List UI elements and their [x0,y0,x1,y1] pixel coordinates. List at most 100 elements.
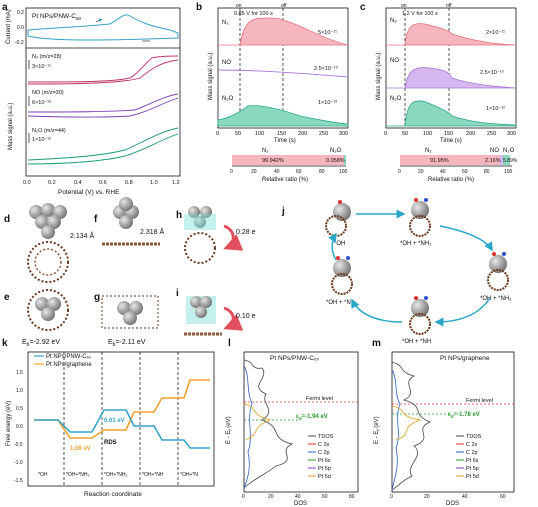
c-xtick: 0 [384,131,387,137]
b-ratio-tick: 40 [274,169,280,175]
panel-f: f 2.318 Å [94,197,164,246]
k-ytick: 1.5 [16,370,23,376]
c-gas-no: NO [390,58,399,64]
c-ratio-tick: 100 [504,169,513,175]
b-ylabel: Mass signal (a.u.) [208,53,214,100]
c-scale-n2o: 1×10⁻¹² [486,106,505,112]
b-ratio-tick: 20 [251,169,257,175]
a-trace-no-scale: 6×10⁻¹² [32,100,51,106]
b-xtick: 300 [339,131,348,137]
b-ratio-tick: 100 [339,169,348,175]
l-xtick: 0 [242,494,245,500]
b-gas-no: NO [222,60,231,66]
panel-c-label: c [360,2,366,13]
k-ytick: -1.0 [14,460,23,466]
m-dband-label: εd=-1.78 eV [448,412,480,419]
c-xticks: 0 50 100 150 200 250 300 [384,131,516,137]
k-step: *OH+*NH [142,472,164,478]
panel-b: b on off 0.85 V for 100 s N₂ 5×10⁻¹¹ NO … [196,2,349,183]
b-xlabel: Time (s) [274,138,296,144]
l-xlabel: DOS [294,501,307,507]
c-gas-n2: N₂ [390,18,397,24]
pt-cluster [35,297,61,321]
c-ylabel: Mass signal (a.u.) [376,53,382,100]
a-ytick-3: -0.2 [15,40,24,46]
f-distance: 2.318 Å [140,227,164,236]
l-pt5d [243,403,272,441]
b-n2o-area [217,105,349,127]
m-legend-item: TDOS [466,434,482,440]
c-ratio-label-n2: N₂ [425,148,432,154]
c-ratio-value-n2o: 5.89% [503,158,518,164]
b-gas-n2: N₂ [222,20,229,26]
l-xtick: 60 [322,494,328,500]
panel-g-label: g [94,292,100,303]
c-ratio-tick: 0 [398,169,401,175]
k-step: *OH+*NH₃ [66,472,90,478]
a-ylabel-bottom: Mass signal (a.u.) [8,103,14,150]
panel-l-frame [243,351,359,493]
m-xtick: 20 [424,494,430,500]
state-label: *OH [334,241,345,247]
a-ytick-2: 0.0 [17,25,24,31]
pt-cluster [190,296,212,318]
b-xtick: 250 [319,131,328,137]
b-scale-n2o: 1×10⁻¹³ [318,100,337,106]
k-ytick: 0.0 [16,424,23,430]
b-ratio-label-n2: N₂ [262,148,269,154]
k-graphene-line [34,379,210,439]
panel-i-label: i [176,288,179,299]
c-off-label: off [446,3,452,9]
m-pt5d [391,405,422,441]
panel-j: j *OH *OH + *NH₂ *OH + *NH₂ *OH + *NH *O… [281,198,512,345]
c60-cage [27,289,69,331]
k-ytick: 1.0 [16,388,23,394]
b-potential: 0.85 V for 100 s [234,11,273,17]
l-xtick: 80 [349,494,355,500]
l-legend-item: C 2p [318,450,330,456]
c-ratio-bar-no [500,155,503,165]
b-ratio-ticks: 0 20 40 60 80 100 [230,169,348,175]
c-ratio-tick: 60 [462,169,468,175]
c-ratio-tick: 20 [418,169,424,175]
pt-cluster [188,206,212,228]
a-trace-n2-name: N₂ (m/z=28) [32,54,62,60]
c-no-area [386,67,517,89]
c-n2o-area [386,100,517,127]
c-ratio-tick: 80 [484,169,490,175]
c60-cage [184,232,216,264]
panel-m-label: m [372,338,381,349]
c-xtick: 250 [487,131,496,137]
l-tdos [243,359,294,489]
state-oh: *OH [325,200,351,247]
l-xtick: 20 [268,494,274,500]
c-ratio-tick: 40 [440,169,446,175]
cycle-arrow [439,225,493,252]
m-legend-item: C 2p [466,450,478,456]
b-on-label: on [236,3,242,9]
state-oh-nh2-b: *OH + *NH₂ [480,252,512,302]
c-ratio-bar-n2 [400,155,500,165]
m-legend-item: Pt 5d [466,474,479,480]
c-ratio-value-no: 2.16% [485,158,501,164]
m-title: Pt NPs/graphene [440,355,490,362]
m-xtick: 40 [462,494,468,500]
c-scale-n2: 2×10⁻¹¹ [486,30,505,36]
k-ann-rds: RDS [104,440,117,446]
charge-arrow [223,306,244,331]
state-label: *OH + *NH₂ [400,241,432,247]
pt-cluster [117,301,143,325]
m-legend: TDOS C 2s C 2p Pt 6s Pt 5p Pt 5d [456,434,482,480]
k-yticks: 1.5 1.0 0.5 0.0 -0.5 -1.0 -1.5 [14,370,23,484]
panel-a: a Pt NPs/PNW-C60 0.2 0.0 -0.2 Current (m… [2,2,181,196]
c-on-label: on [401,3,407,9]
l-ylabel: E - Ef (eV) [226,416,233,444]
panel-a-label: a [2,2,8,13]
b-ratio-value-n2: 99.942% [262,158,284,164]
k-ann-graphene: 1.09 eV [70,446,91,452]
state-label: *OH + *N [326,300,351,306]
charge-arrow [223,224,244,251]
l-legend-item: C 2s [318,442,330,448]
l-xticks: 0 20 40 60 80 [242,494,355,500]
panel-k-frame [27,351,215,487]
